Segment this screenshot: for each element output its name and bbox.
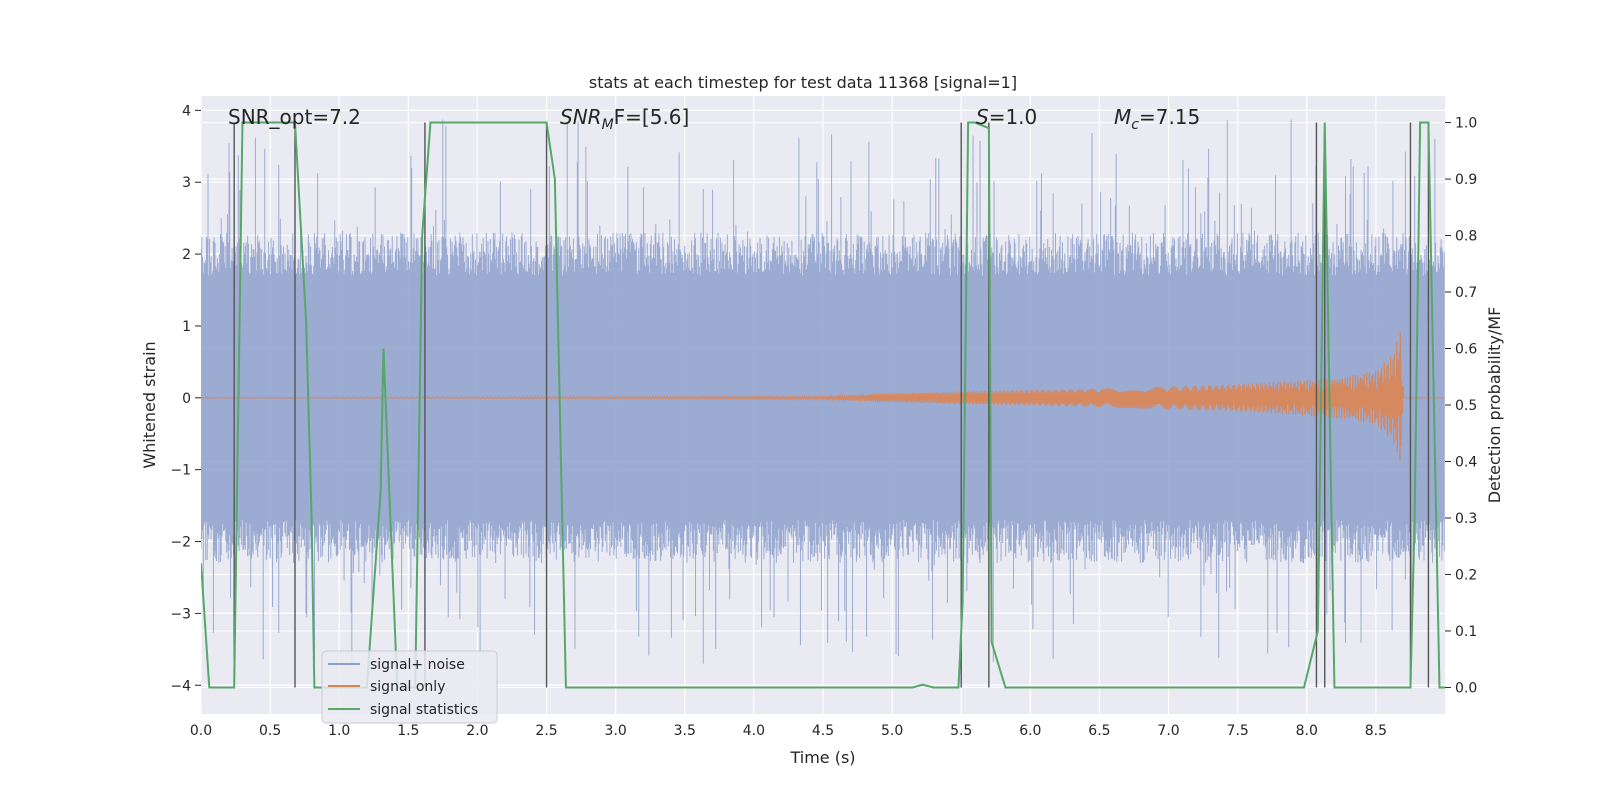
x-tick-label: 7.0 — [1157, 723, 1179, 739]
x-tick-label: 2.0 — [466, 723, 488, 739]
legend-label-signal: signal only — [370, 679, 445, 695]
y-tick-label: −4 — [170, 678, 191, 694]
x-tick-label: 5.0 — [881, 723, 903, 739]
mc-name: M — [1114, 105, 1131, 129]
x-tick-label: 4.0 — [743, 723, 765, 739]
annotation-snr-opt: SNR_opt=7.2 — [228, 105, 361, 129]
annotation-snr-mf: SNRMF=[5.6] — [560, 105, 689, 133]
x-tick-label: 7.5 — [1227, 723, 1249, 739]
x-tick-label: 0.5 — [259, 723, 281, 739]
legend: signal+ noise signal only signal statist… — [321, 650, 498, 724]
x-tick-label: 1.5 — [397, 723, 419, 739]
y-tick-label: 0 — [182, 391, 191, 407]
mc-rest: =7.15 — [1139, 105, 1200, 129]
x-tick-label: 2.5 — [535, 723, 557, 739]
y-right-tick-label: 0.3 — [1455, 511, 1477, 527]
y-tick-label: 4 — [182, 103, 191, 119]
y-right-tick-label: 0.6 — [1455, 342, 1477, 358]
y-tick-label: −1 — [170, 463, 191, 479]
legend-label-stats: signal statistics — [370, 702, 478, 718]
y-tick-label: −2 — [170, 535, 191, 551]
x-tick-label: 3.5 — [674, 723, 696, 739]
series-signal-statistics — [201, 121, 1445, 689]
y-axis-label-left: Whitened strain — [140, 341, 159, 468]
x-tick-label: 1.0 — [328, 723, 350, 739]
x-tick-label: 5.5 — [950, 723, 972, 739]
y-right-tick-label: 0.4 — [1455, 454, 1477, 470]
snr-mf-rest: F=[5.6] — [614, 105, 690, 129]
y-right-tick-label: 0.9 — [1455, 172, 1477, 188]
x-tick-label: 0.0 — [190, 723, 212, 739]
annotation-mc: Mc=7.15 — [1114, 105, 1200, 133]
chart-title: stats at each timestep for test data 113… — [589, 73, 1017, 92]
x-axis: 0.0 0.5 1.0 1.5 2.0 2.5 3.0 3.5 4.0 4.5 5.0 5.5 6.0 6… — [190, 723, 1387, 739]
s-name: S — [976, 105, 989, 129]
x-tick-label: 3.0 — [605, 723, 627, 739]
series-signal-only — [201, 332, 1445, 462]
y-right-tick-label: 1.0 — [1455, 116, 1477, 132]
detection-markers — [233, 122, 1430, 688]
s-rest: =1.0 — [989, 105, 1038, 129]
y-right-tick-label: 0.1 — [1455, 624, 1477, 640]
y-axis-right: 0.0 0.1 0.2 0.3 0.4 0.5 0.6 0.7 0.8 0.9 1.0 — [1445, 116, 1477, 696]
y-right-tick-label: 0.2 — [1455, 567, 1477, 583]
x-tick-label: 6.5 — [1088, 723, 1110, 739]
y-right-tick-label: 0.8 — [1455, 229, 1477, 245]
x-axis-label: Time (s) — [789, 748, 855, 767]
snr-mf-sub: M — [602, 117, 614, 133]
y-tick-label: 1 — [182, 319, 191, 335]
y-right-tick-label: 0.0 — [1455, 680, 1477, 696]
y-tick-label: 2 — [182, 247, 191, 263]
y-tick-label: 3 — [182, 175, 191, 191]
y-right-tick-label: 0.7 — [1455, 285, 1477, 301]
x-tick-label: 8.0 — [1296, 723, 1318, 739]
x-tick-label: 6.0 — [1019, 723, 1041, 739]
annotation-s: S=1.0 — [976, 105, 1037, 129]
snr-mf-name: SNR — [560, 105, 602, 129]
chirp-trace — [201, 332, 1445, 462]
y-tick-label: −3 — [170, 606, 191, 622]
mc-sub: c — [1131, 117, 1139, 133]
x-tick-label: 8.5 — [1365, 723, 1387, 739]
legend-label-noise: signal+ noise — [370, 657, 465, 673]
y-axis-left: −4 −3 −2 −1 0 1 2 3 4 — [170, 103, 201, 694]
statistics-line — [201, 121, 1445, 689]
y-axis-label-right: Detection probability/MF — [1485, 307, 1504, 504]
y-right-tick-label: 0.5 — [1455, 398, 1477, 414]
x-tick-label: 4.5 — [812, 723, 834, 739]
legend-box — [321, 650, 498, 724]
